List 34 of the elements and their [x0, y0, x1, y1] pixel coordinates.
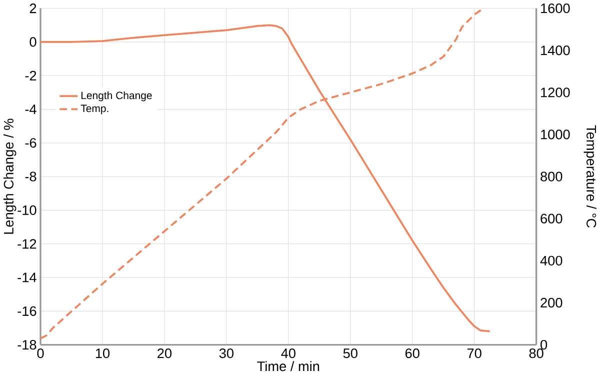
y-axis-title: Length Change / %	[3, 118, 16, 234]
y2-tick-label: 200	[540, 298, 562, 308]
x-tick-label: 30	[219, 348, 234, 358]
x-tick-label: 0	[37, 348, 44, 358]
y-tick-label: -6	[25, 138, 36, 148]
y2-tick-label: 800	[540, 172, 562, 182]
y2-axis-title: Temperature / °C	[584, 125, 597, 228]
x-tick-label: 20	[158, 348, 172, 358]
y2-tick-label: 600	[540, 214, 562, 224]
x-tick-label: 40	[281, 348, 296, 358]
y2-tick-label: 1400	[541, 46, 570, 56]
legend-label: Temp.	[80, 104, 108, 114]
y-tick-label: 2	[30, 4, 36, 14]
y-tick-label: -14	[18, 272, 36, 282]
y-tick-label: -8	[25, 172, 36, 182]
y2-tick-label: 400	[540, 256, 562, 266]
y-tick-label: 0	[30, 37, 36, 47]
y-tick-label: -10	[18, 206, 36, 216]
x-axis-title: Time / min	[257, 361, 320, 372]
x-tick-label: 80	[529, 348, 544, 358]
y2-tick-label: 1600	[541, 4, 570, 14]
y-tick-label: -4	[25, 104, 36, 114]
y-tick-label: -12	[18, 239, 36, 249]
legend-label: Length Change	[81, 92, 152, 102]
y-tick-label: -2	[25, 71, 36, 81]
y-tick-label: -18	[18, 340, 36, 350]
x-tick-label: 60	[405, 348, 420, 358]
x-tick-label: 50	[343, 348, 358, 358]
x-tick-label: 10	[96, 348, 110, 358]
y2-tick-label: 1000	[541, 130, 570, 140]
x-tick-label: 70	[467, 348, 482, 358]
y-tick-label: -16	[18, 306, 36, 316]
y2-tick-label: 1200	[541, 88, 570, 98]
y2-tick-label: 0	[540, 340, 548, 350]
